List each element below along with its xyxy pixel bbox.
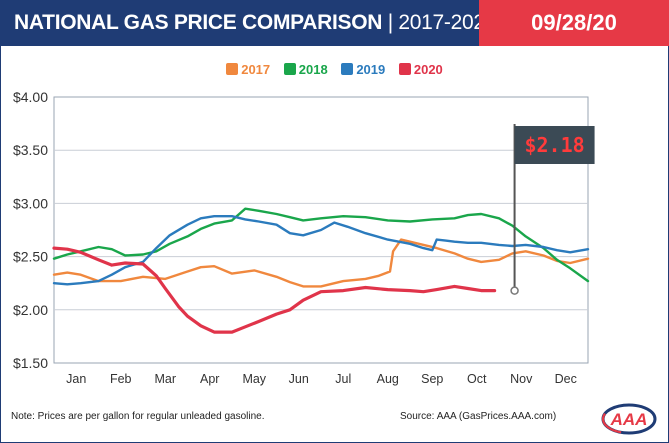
x-tick-label: Aug <box>377 372 399 386</box>
legend-swatch-2018 <box>283 63 296 75</box>
series-line-2020 <box>52 246 497 334</box>
y-tick-label: $3.00 <box>13 195 48 211</box>
x-tick-label: Nov <box>510 372 533 386</box>
series-line-2017 <box>52 238 590 288</box>
aaa-logo-swoosh <box>601 403 657 435</box>
legend-swatch-2019 <box>341 63 354 75</box>
x-tick-label: Dec <box>555 372 577 386</box>
legend-label-2020: 2020 <box>413 62 443 77</box>
legend-label-2019: 2019 <box>356 62 386 77</box>
chart-header: NATIONAL GAS PRICE COMPARISON | 2017-202… <box>0 0 669 46</box>
legend-swatch-2017 <box>226 63 239 75</box>
x-tick-label: Jun <box>289 372 309 386</box>
flag-box <box>514 126 595 164</box>
x-tick-label: Jul <box>335 372 351 386</box>
x-tick-label: May <box>242 372 266 386</box>
x-tick-label: Apr <box>200 372 219 386</box>
chart-date: 09/28/20 <box>479 0 669 46</box>
y-tick-label: $1.50 <box>13 355 48 371</box>
legend-swatch-2020 <box>398 63 411 75</box>
source-credit: Source: AAA (GasPrices.AAA.com) <box>400 411 557 422</box>
chart-title-bold: NATIONAL GAS PRICE COMPARISON <box>14 11 383 34</box>
flag-price-label: $2.18 <box>524 133 584 157</box>
y-tick-label: $2.50 <box>13 249 48 265</box>
x-tick-label: Jan <box>66 372 86 386</box>
chart-title: NATIONAL GAS PRICE COMPARISON | 2017-202… <box>0 0 496 46</box>
aaa-logo-icon: AAA <box>601 403 657 435</box>
aaa-logo-text: AAA <box>610 410 648 429</box>
y-tick-label: $2.00 <box>13 302 48 318</box>
x-tick-label: Sep <box>421 372 443 386</box>
legend-2019: 2019 <box>341 62 385 77</box>
legend-2017: 2017 <box>226 62 270 77</box>
x-tick-label: Oct <box>467 372 487 386</box>
y-tick-label: $3.50 <box>13 142 48 158</box>
x-tick-label: Feb <box>110 372 132 386</box>
legend-2020: 2020 <box>398 62 443 77</box>
footnote: Note: Prices are per gallon for regular … <box>11 411 265 422</box>
flag-point <box>510 286 519 295</box>
series-line-2019 <box>52 214 590 286</box>
legend-label-2018: 2018 <box>298 62 328 77</box>
x-tick-label: Mar <box>154 372 176 386</box>
legend-2018: 2018 <box>283 62 328 77</box>
y-tick-label: $4.00 <box>13 89 48 105</box>
chart-legend: 2017 2018 2019 2020 <box>0 62 669 77</box>
series-line-2018 <box>52 207 590 283</box>
legend-label-2017: 2017 <box>241 62 271 77</box>
chart-title-years: | 2017-2020 <box>382 11 497 34</box>
